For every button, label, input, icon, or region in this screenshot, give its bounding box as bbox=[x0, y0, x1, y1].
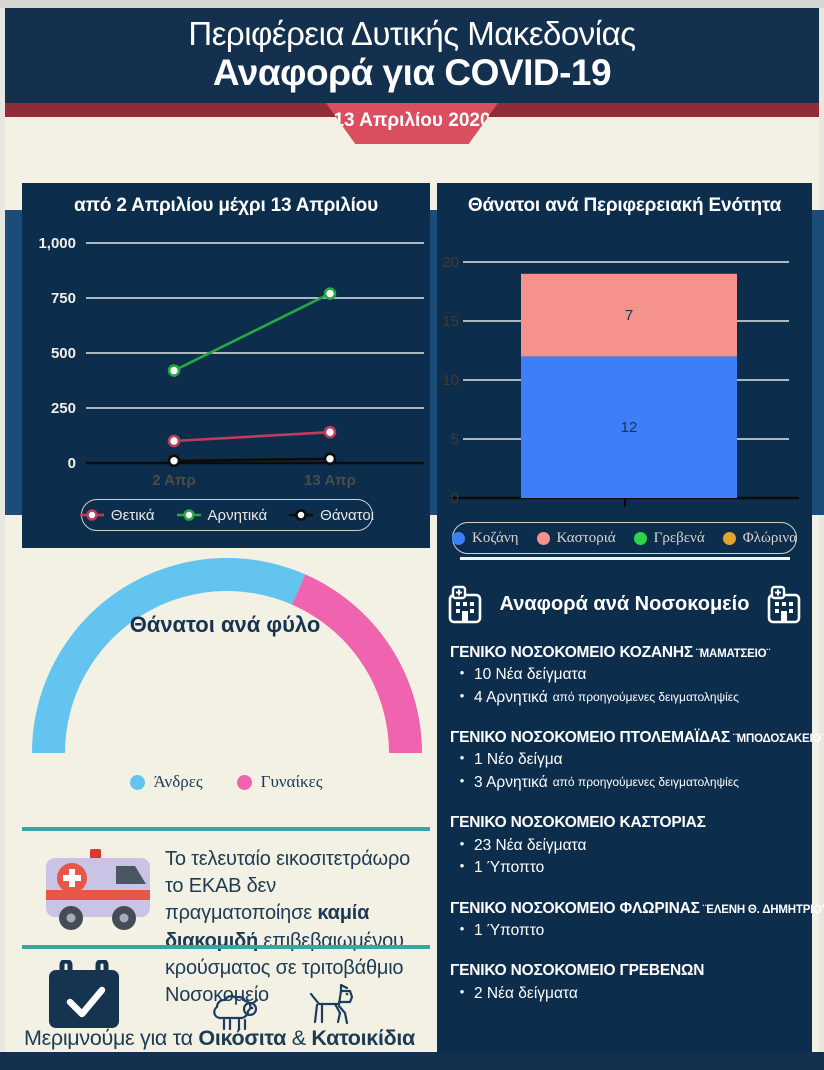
svg-text:10: 10 bbox=[442, 372, 459, 389]
legend-item: Θάνατοι bbox=[289, 507, 374, 524]
svg-text:12: 12 bbox=[621, 419, 638, 436]
footer-bar bbox=[0, 1052, 824, 1070]
line-chart-panel: από 2 Απριλίου μέχρι 13 Απριλίου 0 250 500… bbox=[22, 183, 430, 548]
frame-top bbox=[0, 0, 824, 8]
legend-item: Καστοριά bbox=[536, 530, 616, 547]
line-chart: 0 250 500 750 1,000 2 Απρ 13 Απρ bbox=[38, 235, 424, 489]
svg-text:7: 7 bbox=[625, 307, 633, 324]
hospital-bullet: • 1 Νέο δείγμα bbox=[459, 750, 563, 769]
legend-item: Κοζάνη bbox=[452, 530, 519, 547]
svg-text:1,000: 1,000 bbox=[38, 235, 76, 252]
hospital-name: ΓΕΝΙΚΟ ΝΟΣΟΚΟΜΕΙΟ ΦΛΩΡΙΝΑΣ ¨ΕΛΕΝΗ Θ. ΔΗΜ… bbox=[450, 899, 824, 917]
ambulance-icon bbox=[46, 849, 150, 930]
frame-left bbox=[0, 8, 5, 1052]
frame-right bbox=[819, 8, 824, 1052]
hospital-entry: ΓΕΝΙΚΟ ΝΟΣΟΚΟΜΕΙΟ ΠΤΟΛΕΜΑΪΔΑΣ ¨ΜΠΟΔΟΣΑΚΕ… bbox=[450, 726, 824, 794]
hospital-section-header: Αναφορά ανά Νοσοκομείο bbox=[447, 585, 802, 627]
legend-item: Γρεβενά bbox=[633, 530, 705, 547]
legend-item: Φλώρινα bbox=[722, 530, 797, 547]
sheep-icon bbox=[213, 995, 259, 1031]
svg-text:15: 15 bbox=[442, 313, 459, 330]
svg-text:250: 250 bbox=[51, 400, 76, 417]
hospital-entry: ΓΕΝΙΚΟ ΝΟΣΟΚΟΜΕΙΟ ΦΛΩΡΙΝΑΣ ¨ΕΛΕΝΗ Θ. ΔΗΜ… bbox=[450, 897, 824, 943]
line-chart-legend: Θετικά Αρνητικά Θάνατοι bbox=[79, 499, 374, 531]
svg-text:5: 5 bbox=[451, 431, 459, 448]
teal-divider-bottom bbox=[22, 945, 430, 949]
ekab-note: Το τελευταίο εικοσιτετράωρο το ΕΚΑΒ δεν … bbox=[165, 848, 411, 1006]
hospital-name: ΓΕΝΙΚΟ ΝΟΣΟΚΟΜΕΙΟ ΚΟΖΑΝΗΣ ¨ΜΑΜΑΤΣΕΙΟ¨ bbox=[450, 644, 770, 661]
svg-text:0: 0 bbox=[68, 455, 76, 472]
svg-text:750: 750 bbox=[51, 290, 76, 307]
line-chart-title: από 2 Απριλίου μέχρι 13 Απριλίου bbox=[74, 195, 378, 216]
legend-item: Θετικά bbox=[79, 507, 155, 524]
hospital-entry: ΓΕΝΙΚΟ ΝΟΣΟΚΟΜΕΙΟ ΚΟΖΑΝΗΣ ¨ΜΑΜΑΤΣΕΙΟ¨ • 10… bbox=[450, 641, 812, 709]
hospital-bullet: • 1 Ύποπτο bbox=[459, 858, 545, 877]
hospital-entry: ΓΕΝΙΚΟ ΝΟΣΟΚΟΜΕΙΟ ΓΡΕΒΕΝΩΝ • 2 Νέα δείγματ… bbox=[450, 959, 812, 1005]
legend-item: Γυναίκες bbox=[236, 772, 322, 792]
hospital-bullet: • 23 Νέα δείγματα bbox=[459, 835, 587, 854]
bar-chart-title: Θάνατοι ανά Περιφερειακή Ενότητα bbox=[467, 195, 782, 216]
hospital-bullet: • 1 Ύποπτο bbox=[459, 920, 545, 939]
legend-item: Αρνητικά bbox=[176, 507, 267, 524]
hospital-icon bbox=[448, 585, 482, 624]
hospital-bullet: • 10 Νέα δείγματα bbox=[459, 665, 587, 684]
dog-icon bbox=[309, 983, 353, 1025]
date-badge: 13 Απριλίου 2020 bbox=[326, 103, 498, 144]
hospital-section-title: Αναφορά ανά Νοσοκομείο bbox=[499, 593, 750, 615]
teal-divider-top bbox=[22, 827, 430, 831]
hospital-name: ΓΕΝΙΚΟ ΝΟΣΟΚΟΜΕΙΟ ΚΑΣΤΟΡΙΑΣ bbox=[450, 814, 706, 832]
hospital-name: ΓΕΝΙΚΟ ΝΟΣΟΚΟΜΕΙΟ ΠΤΟΛΕΜΑΪΔΑΣ ¨ΜΠΟΔΟΣΑΚΕ… bbox=[450, 729, 824, 747]
svg-text:13 Απρ: 13 Απρ bbox=[304, 472, 356, 489]
svg-text:0: 0 bbox=[451, 490, 459, 507]
header: Περιφέρεια Δυτικής Μακεδονίας Αναφορά γι… bbox=[5, 8, 819, 103]
hospital-bullet: • 3 Αρνητικά από προηγούμενες δειγματοληψί… bbox=[459, 772, 739, 791]
donut-title: Θάνατοι ανά φύλο bbox=[129, 612, 321, 637]
page-title: Αναφορά για COVID-19 bbox=[212, 51, 612, 93]
donut-legend: Άνδρες Γυναίκες bbox=[22, 772, 430, 792]
legend-item: Άνδρες bbox=[129, 772, 203, 792]
region-title: Περιφέρεια Δυτικής Μακεδονίας bbox=[188, 15, 636, 52]
hospital-bullet: • 4 Αρνητικά από προηγούμενες δειγματοληψί… bbox=[459, 687, 739, 706]
calendar-check-icon bbox=[49, 960, 119, 1028]
hospital-icon bbox=[767, 585, 801, 624]
gender-half-donut-chart bbox=[32, 558, 422, 753]
hospital-entry: ΓΕΝΙΚΟ ΝΟΣΟΚΟΜΕΙΟ ΚΑΣΤΟΡΙΑΣ • 23 Νέα δείγμ… bbox=[450, 811, 812, 879]
hospital-report-list: ΓΕΝΙΚΟ ΝΟΣΟΚΟΜΕΙΟ ΚΟΖΑΝΗΣ ¨ΜΑΜΑΤΣΕΙΟ¨ • 10… bbox=[450, 641, 824, 1022]
svg-text:20: 20 bbox=[442, 254, 459, 271]
hospital-name: ΓΕΝΙΚΟ ΝΟΣΟΚΟΜΕΙΟ ΓΡΕΒΕΝΩΝ bbox=[450, 962, 705, 980]
right-panel: Θάνατοι ανά Περιφερειακή Ενότητα 0 5 10 15 2… bbox=[437, 183, 812, 1052]
stacked-bar-chart: 0 5 10 15 20 12 7 bbox=[442, 254, 799, 507]
hospital-bullet: • 2 Νέα δείγματα bbox=[459, 983, 578, 1002]
svg-text:500: 500 bbox=[51, 345, 76, 362]
section-divider bbox=[460, 557, 790, 560]
svg-text:2 Απρ: 2 Απρ bbox=[152, 472, 196, 489]
bar-chart-legend: Κοζάνη Καστοριά Γρεβενά Φλώρινα bbox=[452, 522, 797, 554]
